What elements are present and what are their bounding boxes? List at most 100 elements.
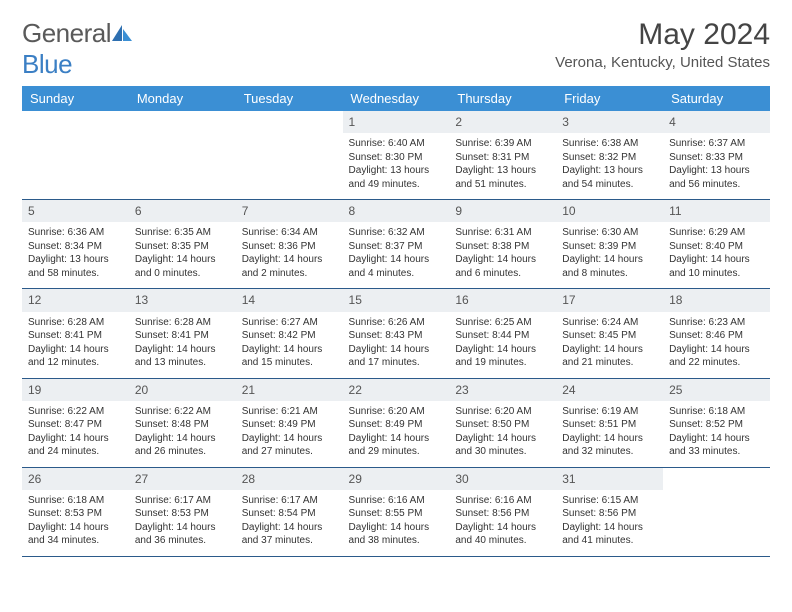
- brand-logo: General Blue: [22, 18, 133, 80]
- day-detail-cell: [663, 490, 770, 557]
- day-number-cell: [22, 111, 129, 133]
- day-number-cell: 1: [343, 111, 450, 133]
- sunrise: Sunrise: 6:38 AM: [562, 137, 657, 151]
- day-number-cell: 12: [22, 289, 129, 312]
- sunset: Sunset: 8:48 PM: [135, 418, 230, 432]
- day-number-cell: 31: [556, 467, 663, 490]
- daylight: and 34 minutes.: [28, 534, 123, 548]
- calendar-table: SundayMondayTuesdayWednesdayThursdayFrid…: [22, 86, 770, 557]
- daylight: and 40 minutes.: [455, 534, 550, 548]
- daynum-row: 19202122232425: [22, 378, 770, 401]
- day-number-cell: 5: [22, 200, 129, 223]
- daynum-row: 567891011: [22, 200, 770, 223]
- sunrise: Sunrise: 6:20 AM: [455, 405, 550, 419]
- daylight: Daylight: 14 hours: [455, 432, 550, 446]
- day-detail-cell: Sunrise: 6:20 AMSunset: 8:49 PMDaylight:…: [343, 401, 450, 468]
- day-number-cell: 30: [449, 467, 556, 490]
- daylight: and 27 minutes.: [242, 445, 337, 459]
- daylight: Daylight: 14 hours: [135, 343, 230, 357]
- sunset: Sunset: 8:42 PM: [242, 329, 337, 343]
- daylight: Daylight: 14 hours: [349, 343, 444, 357]
- daylight: Daylight: 14 hours: [562, 432, 657, 446]
- daylight: and 0 minutes.: [135, 267, 230, 281]
- day-detail-cell: Sunrise: 6:22 AMSunset: 8:47 PMDaylight:…: [22, 401, 129, 468]
- daylight: and 21 minutes.: [562, 356, 657, 370]
- daylight: Daylight: 14 hours: [135, 253, 230, 267]
- sunrise: Sunrise: 6:19 AM: [562, 405, 657, 419]
- day-header: Monday: [129, 86, 236, 111]
- sunrise: Sunrise: 6:37 AM: [669, 137, 764, 151]
- detail-row: Sunrise: 6:28 AMSunset: 8:41 PMDaylight:…: [22, 312, 770, 379]
- day-number-cell: 13: [129, 289, 236, 312]
- day-number-cell: 28: [236, 467, 343, 490]
- sunrise: Sunrise: 6:27 AM: [242, 316, 337, 330]
- day-detail-cell: Sunrise: 6:24 AMSunset: 8:45 PMDaylight:…: [556, 312, 663, 379]
- day-number-cell: 8: [343, 200, 450, 223]
- daylight: Daylight: 14 hours: [349, 253, 444, 267]
- sunrise: Sunrise: 6:16 AM: [349, 494, 444, 508]
- sunrise: Sunrise: 6:16 AM: [455, 494, 550, 508]
- day-number-cell: 2: [449, 111, 556, 133]
- day-detail-cell: Sunrise: 6:19 AMSunset: 8:51 PMDaylight:…: [556, 401, 663, 468]
- day-number-cell: [129, 111, 236, 133]
- calendar-body: 1234Sunrise: 6:40 AMSunset: 8:30 PMDayli…: [22, 111, 770, 556]
- daylight: Daylight: 14 hours: [669, 253, 764, 267]
- daylight: Daylight: 13 hours: [562, 164, 657, 178]
- sunset: Sunset: 8:34 PM: [28, 240, 123, 254]
- daylight: Daylight: 14 hours: [349, 432, 444, 446]
- daylight: and 41 minutes.: [562, 534, 657, 548]
- daylight: and 58 minutes.: [28, 267, 123, 281]
- daylight: and 30 minutes.: [455, 445, 550, 459]
- daylight: Daylight: 14 hours: [562, 521, 657, 535]
- day-detail-cell: [129, 133, 236, 200]
- day-number-cell: 9: [449, 200, 556, 223]
- day-number-cell: [236, 111, 343, 133]
- detail-row: Sunrise: 6:40 AMSunset: 8:30 PMDaylight:…: [22, 133, 770, 200]
- day-number-cell: 26: [22, 467, 129, 490]
- day-number-cell: 16: [449, 289, 556, 312]
- detail-row: Sunrise: 6:18 AMSunset: 8:53 PMDaylight:…: [22, 490, 770, 557]
- sunset: Sunset: 8:46 PM: [669, 329, 764, 343]
- sunrise: Sunrise: 6:18 AM: [669, 405, 764, 419]
- sunset: Sunset: 8:54 PM: [242, 507, 337, 521]
- brand-blue: Blue: [22, 49, 72, 79]
- day-number-cell: 3: [556, 111, 663, 133]
- day-detail-cell: Sunrise: 6:37 AMSunset: 8:33 PMDaylight:…: [663, 133, 770, 200]
- day-number-cell: 15: [343, 289, 450, 312]
- title-block: May 2024 Verona, Kentucky, United States: [555, 18, 770, 71]
- day-detail-cell: Sunrise: 6:36 AMSunset: 8:34 PMDaylight:…: [22, 222, 129, 289]
- brand-text: General Blue: [22, 18, 133, 80]
- daylight: Daylight: 14 hours: [242, 343, 337, 357]
- daylight: Daylight: 14 hours: [135, 521, 230, 535]
- day-number-cell: 21: [236, 378, 343, 401]
- sunset: Sunset: 8:55 PM: [349, 507, 444, 521]
- sunset: Sunset: 8:51 PM: [562, 418, 657, 432]
- day-detail-cell: Sunrise: 6:22 AMSunset: 8:48 PMDaylight:…: [129, 401, 236, 468]
- daylight: Daylight: 14 hours: [135, 432, 230, 446]
- daylight: Daylight: 14 hours: [455, 343, 550, 357]
- day-detail-cell: Sunrise: 6:27 AMSunset: 8:42 PMDaylight:…: [236, 312, 343, 379]
- day-header: Wednesday: [343, 86, 450, 111]
- day-detail-cell: Sunrise: 6:30 AMSunset: 8:39 PMDaylight:…: [556, 222, 663, 289]
- sunset: Sunset: 8:49 PM: [242, 418, 337, 432]
- daylight: Daylight: 13 hours: [669, 164, 764, 178]
- daylight: and 19 minutes.: [455, 356, 550, 370]
- day-number-cell: 11: [663, 200, 770, 223]
- day-detail-cell: Sunrise: 6:18 AMSunset: 8:53 PMDaylight:…: [22, 490, 129, 557]
- sunrise: Sunrise: 6:21 AM: [242, 405, 337, 419]
- day-detail-cell: Sunrise: 6:18 AMSunset: 8:52 PMDaylight:…: [663, 401, 770, 468]
- daylight: and 12 minutes.: [28, 356, 123, 370]
- sunset: Sunset: 8:45 PM: [562, 329, 657, 343]
- daynum-row: 1234: [22, 111, 770, 133]
- sunset: Sunset: 8:33 PM: [669, 151, 764, 165]
- daylight: Daylight: 14 hours: [669, 432, 764, 446]
- detail-row: Sunrise: 6:36 AMSunset: 8:34 PMDaylight:…: [22, 222, 770, 289]
- sunset: Sunset: 8:40 PM: [669, 240, 764, 254]
- day-number-cell: 22: [343, 378, 450, 401]
- sunrise: Sunrise: 6:31 AM: [455, 226, 550, 240]
- daylight: and 38 minutes.: [349, 534, 444, 548]
- sunrise: Sunrise: 6:32 AM: [349, 226, 444, 240]
- sunset: Sunset: 8:35 PM: [135, 240, 230, 254]
- sunrise: Sunrise: 6:22 AM: [28, 405, 123, 419]
- day-of-week-row: SundayMondayTuesdayWednesdayThursdayFrid…: [22, 86, 770, 111]
